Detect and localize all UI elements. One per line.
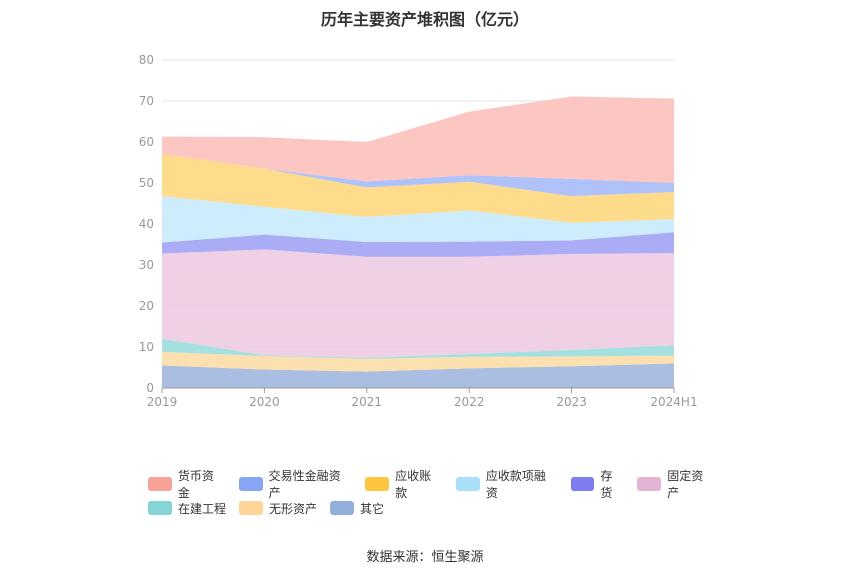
area-series-2[interactable] — [162, 351, 674, 372]
legend-swatch — [365, 477, 390, 491]
legend-item[interactable]: 应收款项融资 — [455, 467, 558, 501]
area-series-5[interactable] — [162, 232, 674, 257]
legend-label: 货币资金 — [177, 469, 214, 500]
y-tick-label: 10 — [139, 340, 154, 354]
legend-item[interactable]: 固定资产 — [637, 467, 715, 501]
x-tick-label: 2022 — [454, 395, 485, 409]
legend-item[interactable]: 在建工程 — [148, 500, 226, 517]
legend-label: 应收账款 — [395, 469, 432, 500]
x-tick-label: 2021 — [352, 395, 383, 409]
area-series-8[interactable] — [162, 153, 674, 197]
legend-item[interactable]: 交易性金融资产 — [238, 467, 353, 501]
legend-swatch — [455, 477, 480, 491]
legend-item[interactable]: 货币资金 — [148, 467, 226, 501]
area-series-9[interactable] — [162, 96, 674, 183]
legend-item[interactable]: 应收账款 — [365, 467, 443, 501]
legend-label: 交易性金融资产 — [268, 469, 341, 500]
area-series-6[interactable] — [162, 196, 674, 243]
y-tick-label: 20 — [139, 299, 154, 313]
y-tick-label: 80 — [139, 53, 154, 67]
legend-label: 应收款项融资 — [485, 469, 546, 500]
legend-swatch — [637, 477, 662, 491]
area-series-7[interactable] — [162, 153, 674, 223]
legend-label: 固定资产 — [667, 469, 704, 500]
y-tick-label: 40 — [139, 217, 154, 231]
y-tick-label: 70 — [139, 94, 154, 108]
y-tick-label: 50 — [139, 176, 154, 190]
y-tick-label: 30 — [139, 258, 154, 272]
legend-label: 其它 — [360, 501, 385, 516]
legend-item[interactable]: 其它 — [330, 500, 384, 517]
chart-title: 历年主要资产堆积图（亿元） — [320, 10, 529, 29]
y-tick-label: 60 — [139, 135, 154, 149]
y-tick-label: 0 — [146, 381, 154, 395]
legend-swatch — [148, 477, 172, 491]
legend-swatch — [570, 477, 595, 491]
legend-label: 无形资产 — [269, 501, 318, 516]
data-source-note: 数据来源：恒生聚源 — [366, 550, 484, 565]
x-tick-label: 2019 — [147, 395, 178, 409]
legend-swatch — [148, 501, 172, 515]
legend: 货币资金 交易性金融资产 应收账款 应收款项融资 存货 固定资产 在建工程 无形资产 其它 — [148, 469, 728, 520]
legend-item[interactable]: 存货 — [570, 467, 625, 501]
legend-item[interactable]: 无形资产 — [239, 500, 317, 517]
legend-row: 货币资金 交易性金融资产 应收账款 应收款项融资 存货 固定资产 — [148, 469, 728, 500]
legend-label: 在建工程 — [178, 501, 227, 516]
area-series-group — [162, 96, 674, 388]
axes: 0 10 20 30 40 50 60 70 80 2019 2020 2021 2022 2023 202… — [139, 53, 698, 409]
x-tick-label: 2024H1 — [650, 395, 697, 409]
area-series-4[interactable] — [162, 249, 674, 358]
legend-swatch — [239, 501, 264, 515]
area-series-3[interactable] — [162, 338, 674, 359]
x-tick-label: 2020 — [249, 395, 280, 409]
legend-label: 存货 — [600, 469, 613, 500]
area-series-1[interactable] — [162, 363, 674, 388]
legend-row: 在建工程 无形资产 其它 — [148, 496, 728, 520]
legend-swatch — [238, 477, 263, 491]
legend-swatch — [330, 501, 355, 515]
x-tick-label: 2023 — [556, 395, 587, 409]
